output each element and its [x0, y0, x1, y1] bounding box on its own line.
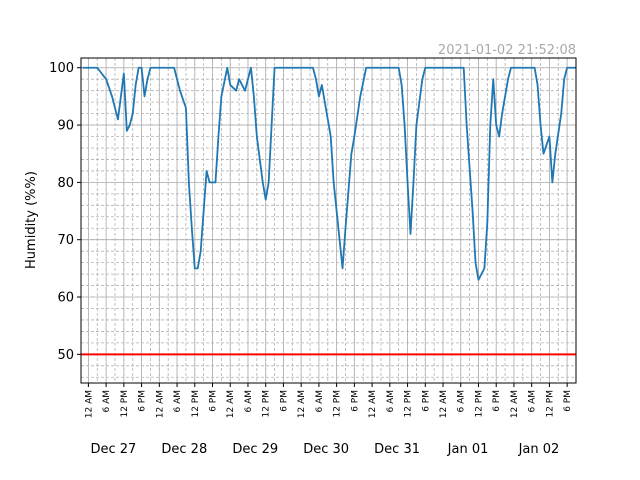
- x-tick-label: 6 PM: [279, 390, 289, 412]
- day-label: Dec 27: [90, 442, 136, 457]
- x-tick-label: 12 AM: [226, 390, 236, 418]
- x-tick-label: 6 AM: [315, 390, 325, 413]
- x-tick-label: 12 PM: [333, 390, 343, 418]
- x-tick-label: 12 AM: [510, 390, 520, 418]
- day-label: Dec 29: [232, 442, 278, 457]
- y-tick-label: 60: [57, 291, 74, 306]
- data-line: [82, 66, 576, 281]
- x-tick-label: 6 AM: [457, 390, 467, 413]
- x-tick-label: 6 PM: [563, 390, 573, 412]
- x-tick-label: 12 AM: [297, 390, 307, 418]
- x-tick-label: 12 PM: [120, 390, 130, 418]
- x-tick-label: 6 PM: [138, 390, 148, 412]
- x-tick-label: 6 AM: [244, 390, 254, 413]
- x-tick-label: 12 AM: [84, 390, 94, 418]
- x-tick-label: 6 PM: [350, 390, 360, 412]
- x-tick-label: 12 AM: [155, 390, 165, 418]
- x-tick-label: 12 AM: [439, 390, 449, 418]
- y-tick-label: 80: [57, 176, 74, 191]
- day-label: Jan 02: [518, 442, 560, 457]
- day-label: Dec 30: [303, 442, 349, 457]
- plot-frame: [80, 57, 577, 384]
- day-label: Jan 01: [447, 442, 489, 457]
- axes: 50 60 70 80 90 100 12 AM 6 AM 12 PM 6 PM 12 AM 6 AM…: [49, 57, 577, 457]
- x-tick-label: 6 AM: [173, 390, 183, 413]
- plot: [81, 66, 576, 356]
- x-tick-label: 6 PM: [421, 390, 431, 412]
- y-axis-label: Humidity (%%): [24, 171, 39, 269]
- x-tick-label: 12 PM: [474, 390, 484, 418]
- x-tick-label: 12 PM: [191, 390, 201, 418]
- x-tick-label: 12 AM: [368, 390, 378, 418]
- y-tick-label: 50: [57, 348, 74, 363]
- day-label: Dec 28: [161, 442, 207, 457]
- chart-title: 2021-01-02 21:52:08: [438, 43, 576, 58]
- x-tick-label: 12 PM: [404, 390, 414, 418]
- x-tick-label: 12 PM: [545, 390, 555, 418]
- day-label: Dec 31: [374, 442, 420, 457]
- x-tick-label: 6 AM: [386, 390, 396, 413]
- y-tick-label: 90: [57, 119, 74, 134]
- x-tick-label: 6 AM: [102, 390, 112, 413]
- x-tick-label: 6 AM: [528, 390, 538, 413]
- y-tick-label: 70: [57, 233, 74, 248]
- y-tick-label: 100: [49, 61, 74, 76]
- x-tick-label: 6 PM: [492, 390, 502, 412]
- x-tick-label: 6 PM: [209, 390, 219, 412]
- x-tick-label: 12 PM: [262, 390, 272, 418]
